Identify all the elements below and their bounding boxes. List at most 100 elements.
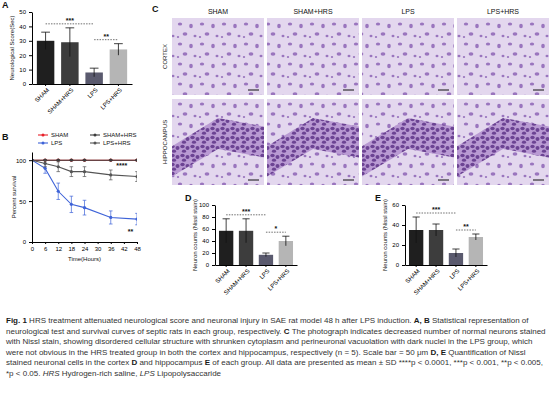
error-whisker [45, 32, 46, 49]
tick-mark [98, 242, 99, 244]
error-cap [70, 212, 74, 213]
tick-label: 0 [23, 81, 27, 87]
tick: LPS [448, 265, 460, 280]
tick-mark [226, 265, 227, 267]
significance-label: *** [432, 206, 440, 213]
tick-mark [29, 84, 32, 85]
point [83, 159, 86, 162]
tick-label: SHAM+HRS [47, 87, 75, 115]
tick-mark [111, 242, 112, 244]
panel-label: D [185, 193, 192, 203]
tick: 20 [202, 250, 215, 256]
legend-swatch [90, 142, 100, 143]
error-bar [242, 219, 249, 243]
caption-text: Fig. 1 [6, 316, 27, 325]
tick-label: SHAM [214, 268, 231, 285]
figure: SHAMSHAM+HRSLPSLPS+HRS01020304050*****Ne… [0, 0, 554, 396]
tick: LPS [258, 265, 270, 280]
tick-label: 40 [202, 238, 209, 244]
tick-mark [265, 265, 266, 267]
tick: 20 [392, 242, 405, 248]
error-cap [56, 183, 60, 184]
error-cap [242, 218, 249, 219]
tick: 6 [44, 242, 48, 252]
error-cap [282, 236, 289, 237]
plot-marks [219, 219, 293, 265]
axis: 0612182430364248 [31, 242, 142, 252]
figure-svg: SHAMSHAM+HRSLPSLPS+HRS01020304050*****Ne… [0, 0, 554, 396]
point [83, 159, 86, 162]
micrograph-image [362, 99, 454, 185]
error-cap [56, 199, 60, 200]
tick: 30 [19, 38, 32, 44]
tick-label: 0 [31, 246, 35, 252]
error-cap [223, 218, 230, 219]
axis: 050100 [16, 153, 33, 246]
point [57, 165, 60, 168]
tick: SHAM+HRS [223, 265, 251, 296]
tick-label: 20 [392, 242, 399, 248]
tick: 12 [55, 242, 62, 252]
tick-mark [137, 242, 138, 244]
tick-label: LPS [448, 268, 460, 280]
tick-label: 0 [23, 239, 27, 245]
error-bar [70, 196, 74, 212]
tick-label: 20 [19, 53, 26, 59]
point [135, 175, 137, 178]
column-label: LPS [401, 8, 415, 15]
point [109, 173, 112, 176]
micrograph-image [267, 99, 359, 185]
micrograph-image [362, 18, 454, 95]
error-cap [413, 217, 420, 218]
error-cap [83, 215, 87, 216]
error-bar [472, 234, 479, 240]
tick-mark [71, 242, 72, 244]
tick-label: 60 [202, 226, 209, 232]
tick-mark [45, 242, 46, 244]
legend-marker [42, 142, 45, 145]
tick-label: 42 [121, 246, 128, 252]
tick-label: 40 [19, 24, 26, 30]
tick-mark [212, 265, 215, 266]
axis: 0204060 [392, 202, 405, 268]
caption-text: HRS [43, 369, 60, 378]
error-whisker [455, 249, 456, 257]
error-cap [43, 173, 47, 174]
error-cap [135, 181, 137, 182]
plot-marks [32, 159, 137, 225]
error-cap [43, 166, 47, 167]
tick: 100 [16, 158, 32, 164]
error-bar [90, 68, 99, 77]
tick-mark [69, 84, 70, 86]
tick-label: 0 [206, 262, 210, 268]
point [135, 159, 137, 162]
point [135, 217, 137, 220]
tick-mark [402, 205, 405, 206]
point [70, 170, 73, 173]
error-bar [109, 211, 113, 224]
error-cap [262, 253, 269, 254]
error-whisker [285, 236, 286, 246]
significance-label: ** [128, 228, 134, 235]
tick-label: 60 [392, 202, 399, 208]
caption-text: C [284, 327, 290, 336]
error-cap [56, 171, 60, 172]
micrograph-image [172, 99, 264, 185]
tick-label: 100 [199, 202, 210, 208]
error-bar [452, 249, 459, 257]
tick-mark [45, 84, 46, 86]
column-label: SHAM [208, 8, 228, 15]
tick-mark [212, 241, 215, 242]
point [57, 159, 60, 162]
tick-label: LPS [258, 268, 270, 280]
column-label: LPS+HRS [487, 8, 519, 15]
tick: 10 [19, 67, 32, 73]
error-cap [135, 171, 137, 172]
tick-mark [94, 84, 95, 86]
tick-label: 6 [44, 246, 48, 252]
tick-mark [436, 265, 437, 267]
error-bar [223, 219, 230, 243]
point [57, 190, 60, 193]
bar-chart: SHAMSHAM+HRSLPSLPS+HRS0204060***** [392, 202, 487, 295]
significance-label: ** [463, 223, 469, 230]
